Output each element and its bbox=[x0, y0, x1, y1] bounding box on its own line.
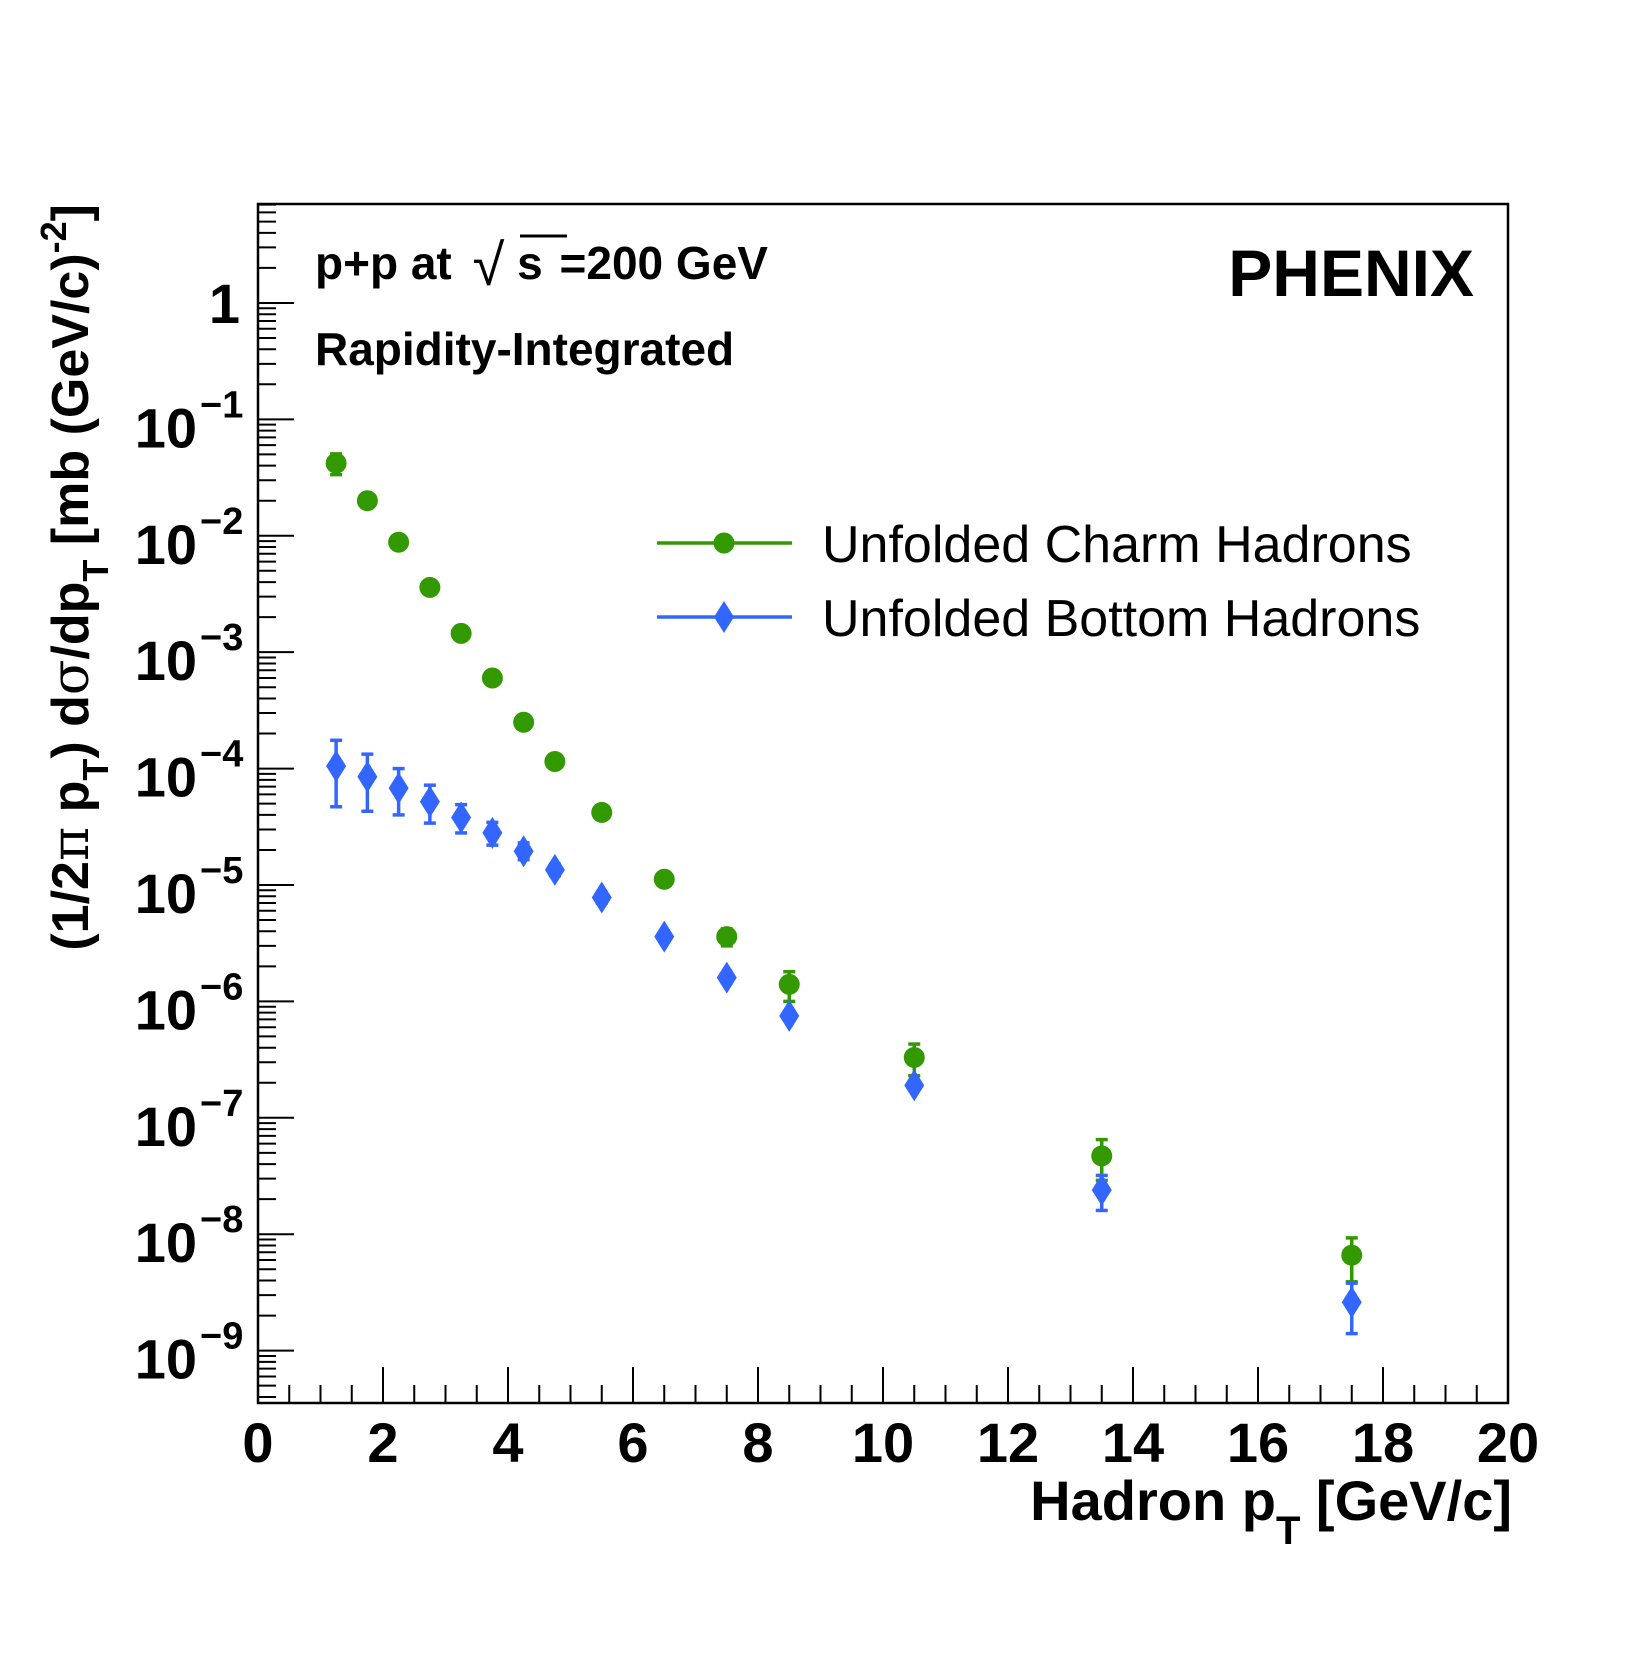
y-tick-exponent: −4 bbox=[200, 734, 243, 776]
x-tick-label: 6 bbox=[617, 1411, 648, 1474]
x-tick-label: 14 bbox=[1102, 1411, 1164, 1474]
bottom-data-point bbox=[904, 1069, 925, 1102]
x-tick-label: 16 bbox=[1227, 1411, 1289, 1474]
x-tick-label: 8 bbox=[742, 1411, 773, 1474]
y-tick-exponent: −2 bbox=[200, 501, 243, 543]
y-tick-label: 10 bbox=[135, 978, 197, 1041]
energy-annotation-prefix: p+p at bbox=[315, 237, 452, 289]
axis-ticks bbox=[257, 203, 1509, 1403]
y-title-superscript: -2 bbox=[33, 221, 74, 253]
y-title-part-5: [mb (GeV/c) bbox=[42, 253, 100, 559]
experiment-label: PHENIX bbox=[1228, 236, 1474, 310]
x-axis-title-subscript: T bbox=[1276, 1509, 1300, 1553]
y-tick-label: 10 bbox=[135, 513, 197, 576]
legend-label: Unfolded Bottom Hadrons bbox=[822, 590, 1420, 648]
x-tick-label: 4 bbox=[492, 1411, 523, 1474]
charm-series bbox=[325, 452, 1363, 1284]
y-title-pi: π bbox=[41, 827, 101, 861]
charm-data-point bbox=[481, 667, 503, 689]
y-tick-label: 1 bbox=[209, 272, 240, 335]
y-tick-label: 10 bbox=[135, 1328, 197, 1391]
charm-data-point bbox=[544, 751, 566, 773]
y-tick-label: 10 bbox=[135, 1211, 197, 1274]
y-title-sub-1: T bbox=[75, 759, 116, 781]
bottom-data-point bbox=[1341, 1286, 1362, 1319]
x-tick-label: 2 bbox=[367, 1411, 398, 1474]
charm-data-point bbox=[903, 1046, 925, 1068]
charm-data-point bbox=[778, 973, 800, 995]
charm-data-point bbox=[1091, 1145, 1113, 1167]
y-tick-exponent: −6 bbox=[200, 966, 243, 1008]
charm-data-point bbox=[419, 576, 441, 598]
bottom-series bbox=[326, 738, 1362, 1336]
bottom-data-point bbox=[779, 999, 800, 1032]
charm-data-point bbox=[356, 490, 378, 512]
sqrt-symbol: √ bbox=[473, 233, 505, 298]
axis-tick-labels: 0 2 4 6 8 10 12 14 16 18 20110−110−210−310−410−510… bbox=[135, 272, 1539, 1474]
sqrt-argument: s bbox=[517, 237, 543, 289]
y-tick-label: 10 bbox=[135, 746, 197, 809]
y-tick-exponent: −1 bbox=[200, 384, 243, 426]
energy-annotation-suffix: =200 GeV bbox=[560, 237, 769, 289]
bottom-data-point bbox=[1091, 1173, 1112, 1206]
bottom-data-point bbox=[419, 785, 440, 818]
x-tick-label: 18 bbox=[1352, 1411, 1414, 1474]
y-title-part-2: p bbox=[42, 781, 100, 827]
legend: Unfolded Charm Hadrons Unfolded Bottom Ha… bbox=[657, 516, 1420, 648]
y-tick-exponent: −3 bbox=[200, 617, 243, 659]
y-title-sigma: σ bbox=[41, 660, 101, 696]
x-axis-title: Hadron pT [GeV/c] bbox=[1030, 1469, 1512, 1553]
y-axis-title: (1/2π pT) dσ/dpT [mb (GeV/c)-2] bbox=[33, 204, 116, 951]
x-tick-label: 20 bbox=[1477, 1411, 1539, 1474]
legend-circle-marker bbox=[713, 532, 735, 554]
x-tick-label: 10 bbox=[852, 1411, 914, 1474]
plot-frame bbox=[256, 202, 1510, 1405]
charm-data-point bbox=[513, 711, 535, 733]
y-title-part-4: /dp bbox=[42, 582, 100, 660]
bottom-data-point bbox=[326, 750, 347, 783]
y-tick-label: 10 bbox=[135, 629, 197, 692]
charm-data-point bbox=[716, 926, 738, 948]
y-tick-exponent: −7 bbox=[200, 1083, 243, 1125]
x-axis-title-unit: [GeV/c] bbox=[1300, 1469, 1512, 1532]
y-tick-label: 10 bbox=[135, 1095, 197, 1158]
x-axis-title-main: Hadron p bbox=[1030, 1469, 1276, 1532]
y-tick-label: 10 bbox=[135, 862, 197, 925]
bottom-data-point bbox=[654, 920, 675, 953]
bottom-data-point bbox=[482, 816, 503, 849]
charm-data-point bbox=[591, 801, 613, 823]
y-tick-label: 10 bbox=[135, 396, 197, 459]
bottom-data-point bbox=[451, 801, 472, 834]
bottom-data-point bbox=[513, 835, 534, 868]
data-points bbox=[325, 452, 1363, 1336]
charm-data-point bbox=[653, 868, 675, 890]
y-tick-exponent: −8 bbox=[200, 1199, 243, 1241]
bottom-data-point bbox=[388, 772, 409, 805]
rapidity-annotation: Rapidity-Integrated bbox=[315, 323, 734, 375]
charm-data-point bbox=[450, 622, 472, 644]
y-title-part-3: ) d bbox=[42, 695, 100, 759]
legend-label: Unfolded Charm Hadrons bbox=[822, 516, 1412, 574]
y-title-part-1: (1/2 bbox=[42, 861, 100, 951]
bottom-data-point bbox=[591, 881, 612, 914]
legend-diamond-marker bbox=[714, 601, 734, 633]
charm-data-point bbox=[325, 452, 347, 474]
x-tick-label: 12 bbox=[977, 1411, 1039, 1474]
y-title-part-6: ] bbox=[42, 204, 100, 221]
x-tick-label: 0 bbox=[242, 1411, 273, 1474]
y-title-sub-2: T bbox=[75, 560, 116, 582]
bottom-data-point bbox=[716, 961, 737, 994]
y-tick-exponent: −5 bbox=[200, 850, 243, 892]
charm-data-point bbox=[1341, 1244, 1363, 1266]
energy-annotation: p+p at √ s =200 GeV bbox=[315, 233, 768, 298]
bottom-data-point bbox=[357, 760, 378, 793]
bottom-data-point bbox=[544, 853, 565, 886]
charm-data-point bbox=[388, 531, 410, 553]
y-tick-exponent: −9 bbox=[200, 1316, 243, 1358]
